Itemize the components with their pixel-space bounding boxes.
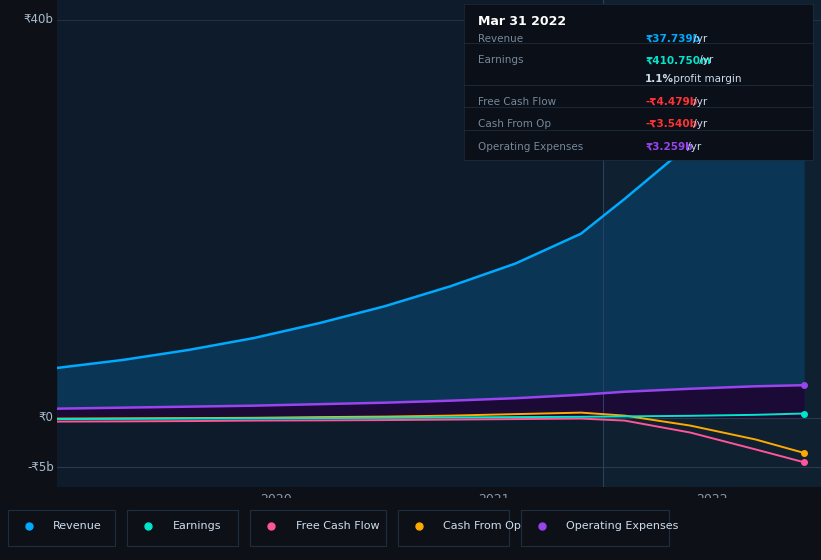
Text: 1.1%: 1.1%	[645, 74, 674, 84]
Text: /yr: /yr	[690, 97, 707, 107]
Text: Mar 31 2022: Mar 31 2022	[478, 15, 566, 29]
Bar	[603, 0, 821, 487]
FancyBboxPatch shape	[398, 510, 509, 546]
FancyBboxPatch shape	[521, 510, 669, 546]
Text: ₹410.750m: ₹410.750m	[645, 55, 711, 66]
Text: -₹3.540b: -₹3.540b	[645, 119, 697, 129]
Text: -₹5b: -₹5b	[27, 461, 53, 474]
Text: -₹4.479b: -₹4.479b	[645, 97, 698, 107]
Text: /yr: /yr	[695, 55, 713, 66]
Text: ₹40b: ₹40b	[24, 13, 53, 26]
Text: /yr: /yr	[690, 34, 707, 44]
Text: Operating Expenses: Operating Expenses	[478, 142, 583, 152]
Text: Free Cash Flow: Free Cash Flow	[478, 97, 556, 107]
FancyBboxPatch shape	[127, 510, 238, 546]
Text: /yr: /yr	[690, 119, 707, 129]
Text: Cash From Op: Cash From Op	[478, 119, 551, 129]
Text: Earnings: Earnings	[478, 55, 523, 66]
FancyBboxPatch shape	[8, 510, 115, 546]
Text: Free Cash Flow: Free Cash Flow	[296, 521, 379, 531]
Text: Earnings: Earnings	[172, 521, 221, 531]
FancyBboxPatch shape	[250, 510, 386, 546]
Text: ₹37.739b: ₹37.739b	[645, 34, 700, 44]
Text: ₹0: ₹0	[39, 411, 53, 424]
Text: profit margin: profit margin	[671, 74, 742, 84]
Text: ₹3.259b: ₹3.259b	[645, 142, 693, 152]
Text: Operating Expenses: Operating Expenses	[566, 521, 679, 531]
Text: Revenue: Revenue	[53, 521, 102, 531]
Text: Cash From Op: Cash From Op	[443, 521, 521, 531]
Text: Revenue: Revenue	[478, 34, 523, 44]
Text: /yr: /yr	[685, 142, 702, 152]
